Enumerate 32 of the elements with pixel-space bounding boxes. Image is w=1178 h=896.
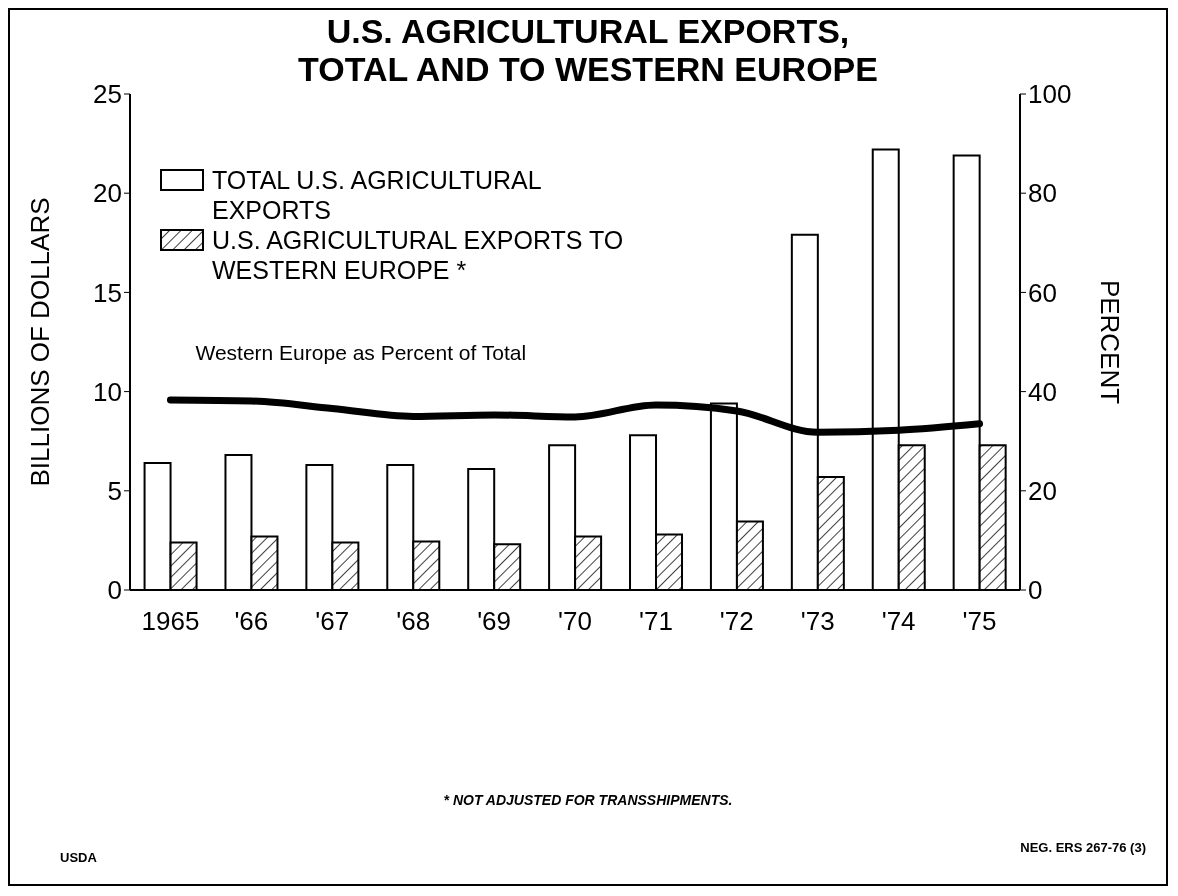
legend-label: U.S. AGRICULTURAL EXPORTS TO WESTERN EUROPE * xyxy=(212,225,625,285)
y2-tick-label: 40 xyxy=(1028,376,1057,407)
y2-tick-label: 20 xyxy=(1028,476,1057,507)
y2-tick-label: 80 xyxy=(1028,178,1057,209)
y-tick-label: 15 xyxy=(93,277,122,308)
x-tick-label: '67 xyxy=(315,606,350,637)
y-tick-label: 10 xyxy=(93,376,122,407)
x-tick-label: '70 xyxy=(558,606,592,637)
y2-axis-title: PERCENT xyxy=(1094,279,1125,405)
text: NEG. ERS 267-76 (3) xyxy=(1020,840,1146,855)
chart-title: U.S. AGRICULTURAL EXPORTS, TOTAL AND TO WESTERN EUROPE xyxy=(298,12,878,88)
y-tick-label: 5 xyxy=(107,476,122,507)
y2-tick-label: 60 xyxy=(1028,277,1057,308)
y-tick-label: 20 xyxy=(93,178,122,209)
y2-tick-label: 100 xyxy=(1028,79,1072,110)
x-tick-label: '72 xyxy=(719,606,754,637)
x-tick-label: '73 xyxy=(800,606,835,637)
y-tick-label: 0 xyxy=(107,575,122,606)
x-tick-label: '68 xyxy=(396,606,431,637)
x-tick-label: '66 xyxy=(234,606,269,637)
x-tick-label: '69 xyxy=(477,606,512,637)
y2-tick-label: 0 xyxy=(1028,575,1043,606)
x-tick-label: '74 xyxy=(881,606,916,637)
text: * NOT ADJUSTED FOR TRANSSHIPMENTS. xyxy=(442,792,734,808)
series-label: Western Europe as Percent of Total xyxy=(195,341,527,365)
legend-label: TOTAL U.S. AGRICULTURAL EXPORTS xyxy=(212,165,542,225)
x-tick-label: 1965 xyxy=(141,606,200,637)
y-tick-label: 25 xyxy=(93,79,122,110)
x-tick-label: '71 xyxy=(638,606,673,637)
text: USDA xyxy=(60,850,97,865)
y-axis-title: BILLIONS OF DOLLARS xyxy=(25,197,56,487)
x-tick-label: '75 xyxy=(962,606,997,637)
